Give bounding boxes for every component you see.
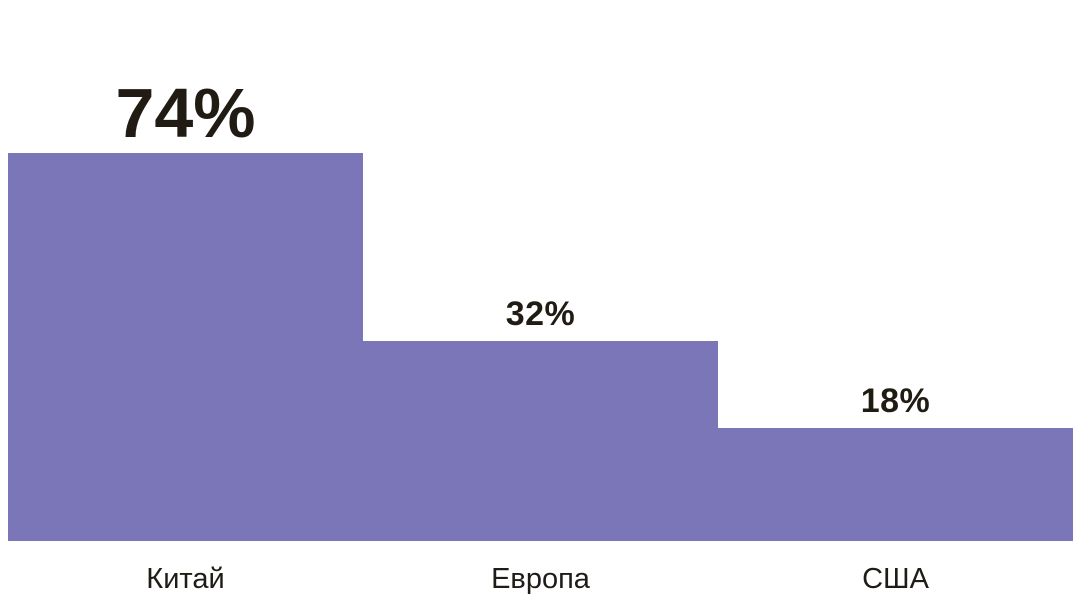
x-axis-labels: Китай Европа США (8, 541, 1073, 594)
plot-area: 74% 32% 18% (8, 78, 1073, 541)
bar-europe (363, 340, 718, 541)
category-label-china: Китай (146, 563, 225, 595)
bar-usa (718, 428, 1073, 541)
bar-group-usa: 18% (718, 78, 1073, 541)
bar-group-europe: 32% (363, 78, 718, 541)
value-label-china: 74% (115, 74, 256, 152)
bar-group-china: 74% (8, 78, 363, 541)
value-label-usa: 18% (860, 382, 931, 421)
value-label-europe: 32% (505, 294, 576, 333)
bar-chart: 74% 32% 18% Китай Европа США (8, 0, 1073, 597)
category-label-usa: США (862, 563, 929, 595)
category-label-europe: Европа (491, 563, 590, 595)
bar-china (8, 153, 363, 541)
